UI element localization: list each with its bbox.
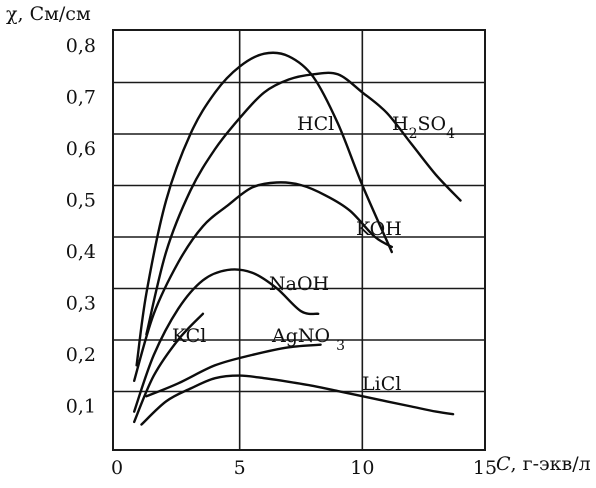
- x-tick-label: 5: [234, 457, 246, 479]
- x-axis-unit: , г-экв/л: [511, 453, 591, 475]
- y-tick-label: 0,8: [66, 35, 96, 57]
- x-tick-label: 10: [350, 457, 374, 479]
- y-tick-label: 0,1: [66, 396, 96, 418]
- series-label-agno3: AgNO 3: [271, 325, 345, 354]
- series-label-hcl: HCl: [297, 113, 334, 135]
- y-tick-label: 0,6: [66, 138, 96, 160]
- x-axis-symbol: C: [496, 453, 511, 475]
- curve-hcl: [135, 51, 393, 367]
- series-label-licl: LiCl: [362, 373, 401, 395]
- curve-agno3: [145, 343, 322, 398]
- series-label-h2so4: H2SO4: [392, 113, 455, 142]
- curve-licl: [140, 374, 455, 426]
- y-tick-label: 0,5: [66, 190, 96, 212]
- x-tick-label: 15: [473, 457, 497, 479]
- y-tick-label: 0,4: [66, 241, 96, 263]
- x-axis-label: C, г-экв/л: [496, 453, 591, 475]
- tick-labels: 0 5 10 15 0,1 0,2 0,3 0,4 0,5 0,6 0,7 0,8: [66, 35, 497, 479]
- y-tick-label: 0,2: [66, 344, 96, 366]
- series-label-kcl: KCl: [172, 325, 206, 347]
- y-tick-label: 0,3: [66, 293, 96, 315]
- curve-naoh: [133, 268, 320, 413]
- y-tick-label: 0,7: [66, 87, 96, 109]
- series-curves: [133, 51, 462, 426]
- grid: [112, 29, 486, 451]
- x-tick-label: 0: [111, 457, 123, 479]
- curve-h2so4: [145, 71, 462, 336]
- series-label-naoh: NaOH: [269, 273, 329, 295]
- series-label-koh: KOH: [356, 218, 402, 240]
- plot-frame: [112, 29, 486, 451]
- curve-koh: [133, 181, 393, 382]
- y-axis-label: χ, См/см: [6, 3, 91, 25]
- curve-kcl: [133, 312, 205, 424]
- series-labels: HCl H2SO4 KOH NaOH KCl AgNO 3 LiCl: [172, 113, 455, 395]
